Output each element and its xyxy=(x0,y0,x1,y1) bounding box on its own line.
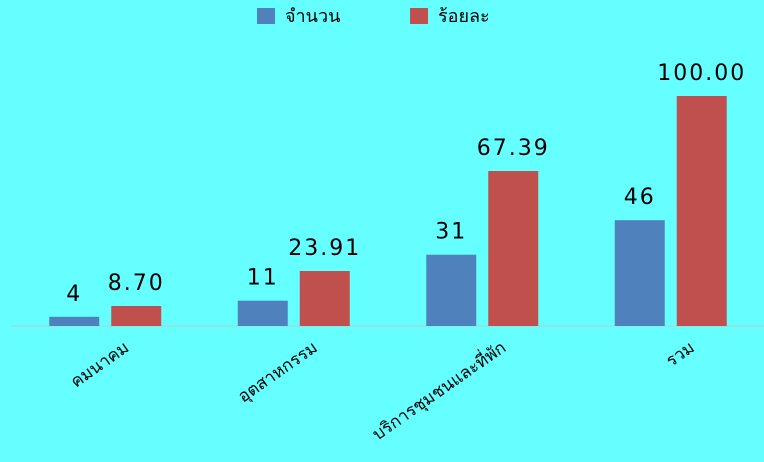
bar xyxy=(488,171,539,326)
legend-label: ร้อยละ xyxy=(438,6,490,27)
data-label: 46 xyxy=(624,185,656,210)
bar xyxy=(299,271,350,326)
legend-swatch xyxy=(257,8,275,24)
data-label: 31 xyxy=(435,220,467,245)
bar xyxy=(49,316,100,326)
data-label: 8.70 xyxy=(108,271,165,296)
bar xyxy=(237,300,288,326)
bar xyxy=(426,254,477,326)
data-label: 67.39 xyxy=(477,136,550,161)
bar xyxy=(676,96,727,326)
bar xyxy=(614,220,665,326)
bar xyxy=(111,305,162,326)
data-label: 23.91 xyxy=(288,236,361,261)
legend-label: จำนวน xyxy=(285,6,340,27)
data-label: 4 xyxy=(66,282,82,307)
data-label: 100.00 xyxy=(657,61,746,86)
data-label: 11 xyxy=(247,266,279,291)
legend-swatch xyxy=(410,8,428,24)
